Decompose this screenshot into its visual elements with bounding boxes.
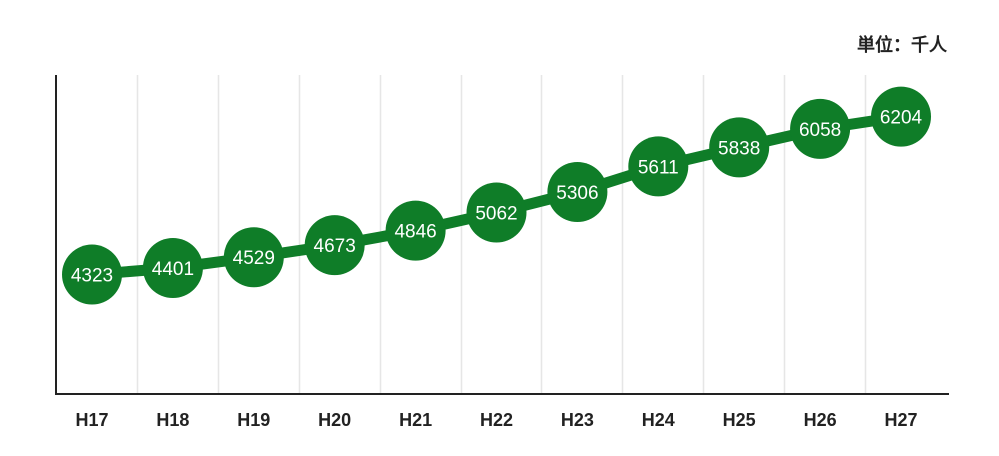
x-tick-label-H21: H21 — [399, 410, 432, 430]
x-tick-label-H23: H23 — [561, 410, 594, 430]
data-point-H23 — [547, 162, 608, 223]
x-tick-label-H17: H17 — [75, 410, 108, 430]
data-point-H20 — [304, 215, 365, 276]
data-points: 4323 4401 4529 4673 4846 5062 5306 5611 5838 6058… — [62, 86, 931, 305]
data-point-H17 — [62, 244, 122, 305]
data-point-H24 — [628, 136, 689, 197]
data-label-H22: 5062 — [475, 204, 517, 225]
data-point-H22 — [466, 182, 527, 243]
x-tick-label-H25: H25 — [723, 410, 756, 430]
data-label-H26: 6058 — [799, 120, 841, 141]
axes — [55, 75, 949, 395]
data-label-H21: 4846 — [394, 222, 436, 243]
x-tick-label-H18: H18 — [156, 410, 189, 430]
data-point-H21 — [385, 200, 446, 261]
data-label-H17: 4323 — [71, 266, 113, 287]
data-point-H27 — [871, 86, 931, 147]
unit-label: 単位：千人 — [857, 34, 948, 56]
data-label-H18: 4401 — [152, 259, 194, 280]
data-point-H26 — [790, 98, 851, 159]
data-label-H20: 4673 — [314, 236, 356, 257]
x-tick-label-H27: H27 — [884, 410, 917, 430]
x-tick-label-H20: H20 — [318, 410, 351, 430]
x-tick-label-H26: H26 — [804, 410, 837, 430]
data-point-H25 — [709, 117, 770, 178]
data-point-H18 — [142, 237, 203, 298]
grid-lines — [136, 75, 867, 394]
data-label-H19: 4529 — [233, 248, 275, 269]
data-label-H27: 6204 — [880, 108, 923, 129]
x-tick-label-H22: H22 — [480, 410, 513, 430]
x-tick-label-H24: H24 — [642, 410, 675, 430]
x-axis-ticks: H17 H18 H19 H20 H21 H22 H23 H24 H25 H26 H27 — [75, 410, 917, 430]
data-label-H23: 5306 — [556, 183, 598, 204]
data-point-H19 — [223, 227, 284, 288]
data-label-H25: 5838 — [718, 138, 760, 159]
x-tick-label-H19: H19 — [237, 410, 270, 430]
data-label-H24: 5611 — [638, 157, 679, 178]
